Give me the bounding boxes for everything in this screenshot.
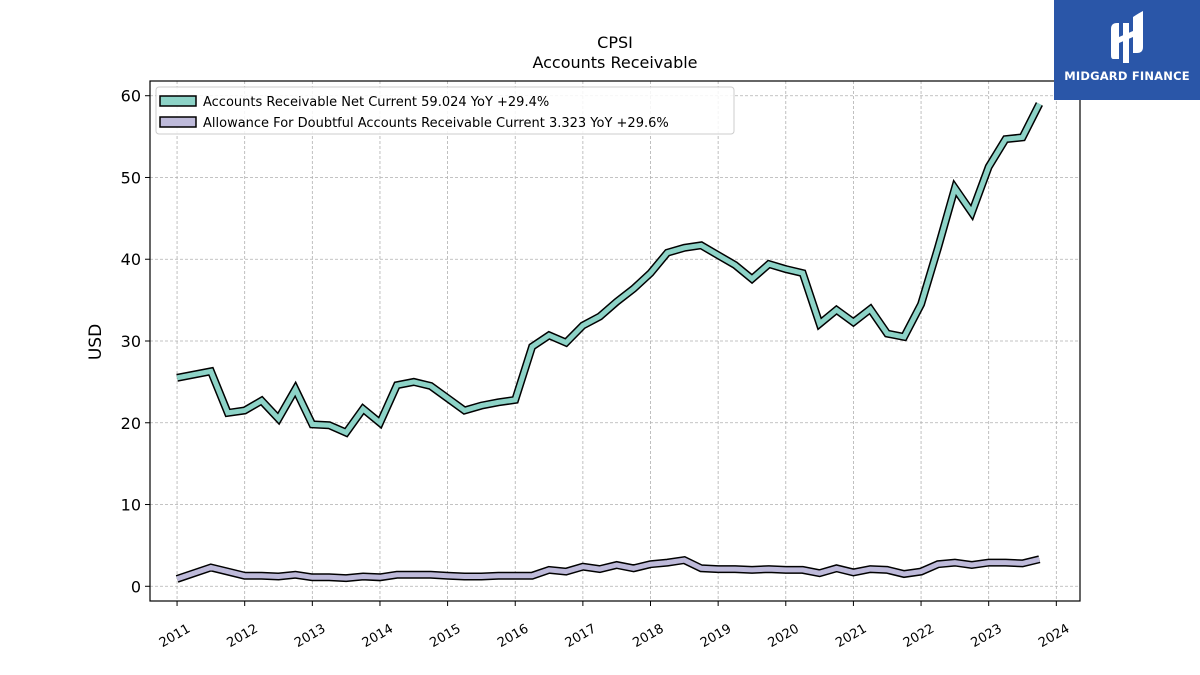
series-line-2 <box>176 556 1040 582</box>
x-axis: 2011 2012 2013 2014 2015 2016 2017 2018 2019 2020… <box>157 601 1072 651</box>
series-line-1 <box>176 102 1042 436</box>
x-tick-label: 2022 <box>901 621 937 651</box>
chart-title: CPSI <box>597 33 633 52</box>
x-tick-label: 2024 <box>1036 621 1072 651</box>
y-axis: 0 10 20 30 40 50 60 <box>121 87 150 596</box>
y-tick-label: 0 <box>131 577 141 596</box>
series-group <box>175 102 1043 583</box>
legend-swatch-2 <box>159 116 197 128</box>
legend-label-1: Accounts Receivable Net Current 59.024 Y… <box>203 95 549 110</box>
brand-name: MIDGARD FINANCE <box>1064 69 1190 83</box>
x-tick-label: 2013 <box>292 621 328 651</box>
y-tick-label: 30 <box>121 332 141 351</box>
x-tick-label: 2023 <box>969 621 1005 651</box>
y-tick-label: 20 <box>121 414 141 433</box>
x-tick-label: 2018 <box>630 621 666 651</box>
legend-label-2: Allowance For Doubtful Accounts Receivab… <box>203 116 669 131</box>
x-tick-label: 2014 <box>360 621 396 651</box>
midgard-logo-icon <box>1111 11 1143 63</box>
series-outline-1 <box>176 102 1043 438</box>
x-tick-label: 2011 <box>157 621 193 651</box>
legend: Accounts Receivable Net Current 59.024 Y… <box>155 86 735 135</box>
y-tick-label: 60 <box>121 87 141 106</box>
x-tick-label: 2012 <box>225 621 261 651</box>
brand-logo: MIDGARD FINANCE <box>1054 0 1200 100</box>
y-tick-label: 40 <box>121 250 141 269</box>
legend-swatch-1 <box>159 95 197 107</box>
legend-box <box>155 86 735 135</box>
x-tick-label: 2017 <box>563 621 599 651</box>
x-tick-label: 2016 <box>495 621 531 651</box>
y-tick-label: 50 <box>121 168 141 187</box>
y-tick-label: 10 <box>121 496 141 515</box>
grid <box>150 81 1080 601</box>
x-tick-label: 2020 <box>766 621 802 651</box>
chart-subtitle: Accounts Receivable <box>532 53 697 72</box>
x-tick-label: 2015 <box>427 621 463 651</box>
x-tick-label: 2019 <box>698 621 734 651</box>
x-tick-label: 2021 <box>833 621 869 651</box>
y-axis-label: USD <box>86 324 106 360</box>
